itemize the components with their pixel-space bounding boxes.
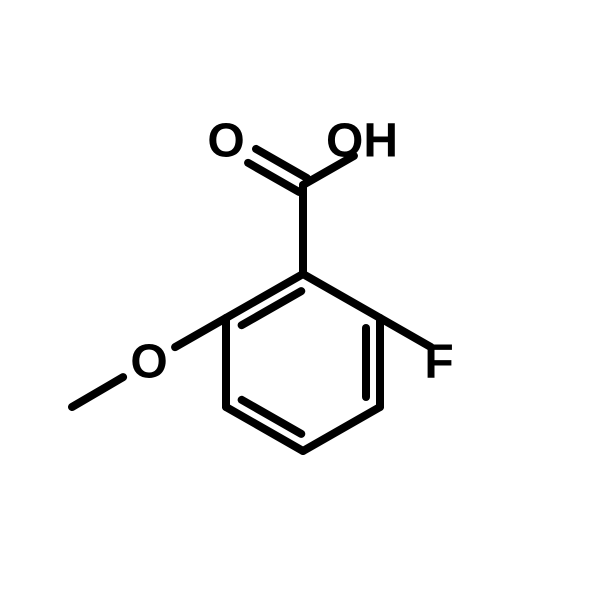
atom-o2: O bbox=[207, 115, 244, 168]
bond-o3-cme bbox=[72, 377, 123, 407]
atom-f: F bbox=[424, 336, 453, 389]
bond-c6-c1 bbox=[303, 274, 380, 318]
bond-c2-o3 bbox=[175, 318, 226, 347]
chemical-structure: OH O F O bbox=[0, 0, 600, 600]
atom-o3: O bbox=[130, 336, 167, 389]
bond-c6-f bbox=[380, 318, 431, 347]
atom-o1: OH bbox=[326, 115, 398, 168]
bond-c4-c5 bbox=[303, 407, 380, 451]
